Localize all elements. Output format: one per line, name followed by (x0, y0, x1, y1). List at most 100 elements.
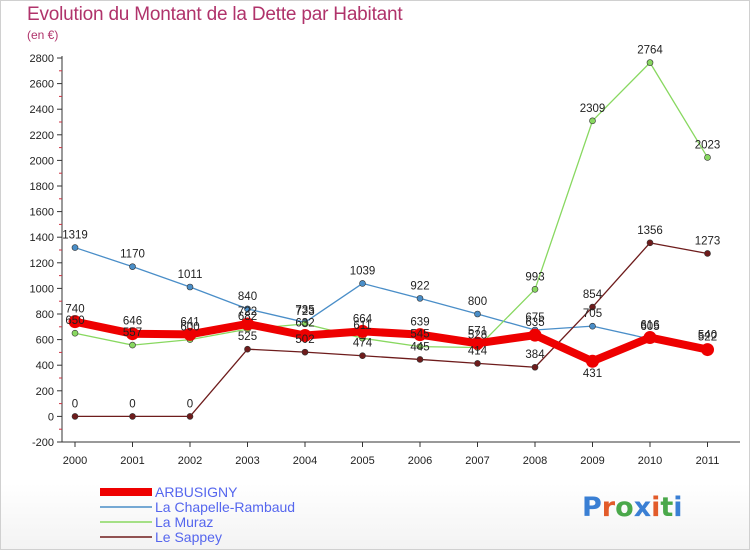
data-point (416, 295, 424, 302)
x-tick-label: 2007 (465, 455, 489, 467)
data-point (416, 343, 424, 350)
data-point (244, 345, 251, 353)
series-lines (68, 59, 714, 420)
series-line (74, 61, 709, 349)
logo-letter: i (651, 492, 660, 523)
data-label: 600 (180, 322, 199, 334)
x-tick-label: 2003 (235, 455, 259, 467)
y-tick-label: 1600 (30, 207, 54, 219)
data-label: 0 (129, 398, 135, 410)
logo-letter: i (673, 492, 682, 523)
data-label: 664 (353, 313, 373, 325)
data-point (531, 363, 539, 371)
data-label: 1011 (178, 269, 203, 281)
data-point (474, 360, 481, 367)
data-point (126, 327, 139, 341)
data-point (356, 324, 369, 338)
legend-label: ARBUSIGNY (155, 484, 238, 500)
data-label: 545 (410, 329, 429, 341)
data-point (244, 305, 251, 313)
data-point (241, 317, 254, 331)
data-label: 854 (583, 289, 603, 301)
data-label: 639 (410, 317, 429, 329)
logo-letter: r (602, 492, 616, 523)
x-tick-label: 2002 (178, 455, 202, 467)
data-point (183, 327, 197, 341)
data-label: 522 (698, 332, 717, 344)
data-label: 2764 (637, 45, 663, 57)
data-point (359, 352, 366, 360)
data-label: 445 (410, 341, 429, 353)
legend-label: Le Sappey (155, 529, 222, 545)
data-label: 2309 (580, 103, 606, 115)
data-label: 1273 (695, 235, 721, 247)
y-tick-label: 1800 (30, 181, 54, 193)
y-tick-label: 2400 (30, 104, 54, 116)
data-label: 650 (65, 315, 84, 327)
y-tick-label: 0 (48, 411, 54, 423)
x-tick-label: 2006 (408, 455, 432, 467)
data-point (129, 413, 136, 420)
y-tick-label: 400 (36, 360, 54, 372)
logo-letter: x (634, 492, 651, 523)
y-tick-label: 2000 (30, 155, 54, 167)
data-label: 705 (583, 308, 602, 320)
data-point (71, 413, 79, 420)
data-label: 735 (295, 304, 314, 316)
axes: -200020040060080010001200140016001800200… (30, 53, 740, 467)
data-point (704, 154, 711, 161)
data-point (704, 250, 711, 257)
data-label: 540 (698, 329, 717, 341)
data-point (643, 331, 657, 345)
data-point (589, 303, 596, 311)
data-label: 740 (65, 304, 84, 316)
x-tick-label: 2005 (350, 455, 374, 467)
data-label: 632 (295, 318, 314, 330)
data-label: 682 (238, 311, 257, 323)
y-tick-label: 2200 (30, 130, 54, 142)
x-tick-label: 2000 (63, 455, 87, 467)
data-label: 1319 (62, 230, 88, 242)
y-tick-label: 2600 (30, 79, 54, 91)
data-label: 2023 (695, 139, 721, 151)
data-label: 1039 (350, 265, 376, 277)
data-label: 0 (72, 398, 78, 410)
x-tick-label: 2008 (523, 455, 547, 467)
data-point (589, 322, 596, 330)
data-label: 800 (468, 296, 487, 308)
data-point (646, 59, 654, 66)
data-label: 384 (525, 349, 545, 361)
data-label: 474 (353, 338, 373, 350)
data-labels: 1319 1170 1011 840 735 1039 922 800 675 705 605 540… (62, 45, 720, 411)
x-tick-label: 2009 (580, 455, 604, 467)
data-point (298, 329, 312, 343)
series-line (71, 317, 712, 366)
data-label: 993 (525, 271, 544, 283)
data-point (71, 329, 79, 337)
data-point (129, 341, 136, 349)
data-label: 722 (238, 306, 257, 318)
data-point (186, 413, 194, 420)
x-tick-label: 2001 (120, 455, 144, 467)
series-line (74, 242, 709, 418)
chart-title: Evolution du Montant de la Dette par Hab… (27, 4, 403, 25)
data-point (586, 354, 599, 368)
data-point (359, 280, 366, 287)
data-label: 635 (525, 317, 544, 329)
y-tick-label: 2800 (30, 53, 54, 65)
data-point (301, 348, 309, 356)
data-label: 431 (583, 368, 602, 380)
x-tick-label: 2011 (696, 455, 720, 467)
data-label: 641 (180, 316, 199, 328)
data-point (589, 117, 596, 125)
data-label: 840 (238, 291, 257, 303)
data-label: 1170 (120, 249, 145, 261)
data-label: 557 (123, 327, 142, 339)
data-label: 525 (238, 331, 257, 343)
legend-label: La Chapelle-Rambaud (155, 499, 295, 515)
data-point (129, 263, 136, 270)
y-tick-label: 200 (36, 386, 54, 398)
data-label: 616 (640, 320, 659, 332)
x-tick-label: 2010 (638, 455, 662, 467)
